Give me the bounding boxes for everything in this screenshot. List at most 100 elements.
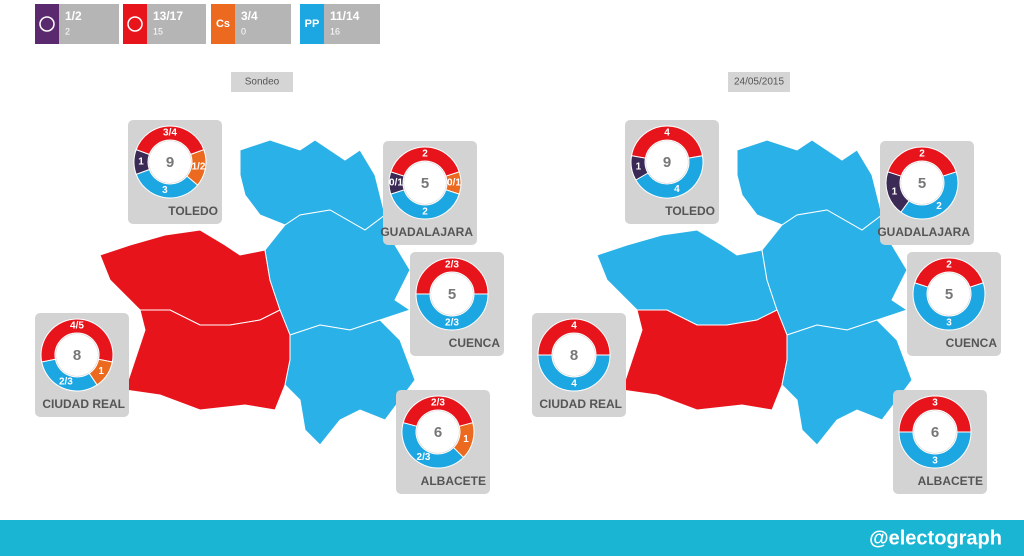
province-name: CIUDAD REAL	[42, 397, 125, 411]
segment-label: 1/2	[192, 162, 206, 173]
donut-hole	[431, 273, 473, 315]
legend-icon-text: Cs	[216, 18, 230, 30]
legend-seats: 2	[65, 26, 70, 36]
donut-segment	[898, 395, 972, 433]
donut-segment	[415, 293, 489, 331]
legend-seats: 15	[153, 26, 163, 36]
donut-hole	[901, 162, 943, 204]
legend-icon	[211, 4, 235, 44]
province-total: 9	[663, 154, 671, 171]
province-name: TOLEDO	[665, 204, 715, 218]
segment-label: 1	[892, 187, 898, 198]
segment-label: 2/3	[417, 452, 431, 463]
donut-segment	[898, 431, 972, 469]
segment-label: 4	[571, 379, 577, 390]
province-total: 5	[448, 286, 456, 303]
donut-segment	[630, 155, 649, 181]
segment-label: 2/3	[445, 318, 459, 329]
donut-segment	[912, 282, 986, 331]
panel-title-box	[728, 72, 790, 92]
legend-seats: 0	[241, 26, 246, 36]
segment-label: 3	[932, 398, 938, 409]
segment-label: 4	[571, 321, 577, 332]
donut-segment	[415, 257, 489, 295]
segment-label: 1	[98, 366, 104, 377]
legend-icon	[300, 4, 324, 44]
segment-label: 2/3	[431, 398, 445, 409]
legend-icon-text: PP	[305, 18, 320, 30]
province-name: CUENCA	[946, 336, 998, 350]
segment-label: 2/3	[59, 376, 73, 387]
donut-segment	[388, 171, 405, 195]
segment-label: 1	[463, 434, 469, 445]
segment-label: 0/1	[389, 178, 403, 189]
province-name: GUADALAJARA	[380, 225, 473, 239]
province-shape	[781, 319, 913, 446]
segment-label: 1	[636, 162, 642, 173]
donut-hole	[404, 162, 446, 204]
segment-label: 3	[162, 185, 168, 196]
legend-range: 11/14	[330, 9, 360, 23]
donut-segment	[537, 318, 611, 356]
segment-label: 2	[422, 149, 428, 160]
province-name: ALBACETE	[918, 474, 983, 488]
donut-hole	[553, 334, 595, 376]
legend-icon-circle	[127, 16, 143, 32]
segment-label: 2	[919, 149, 925, 160]
segment-label: 4/5	[70, 321, 84, 332]
footer-bar	[0, 520, 1024, 556]
map	[596, 139, 913, 446]
donut-segment	[630, 125, 704, 159]
donut-hole	[417, 411, 459, 453]
panel-title-box	[231, 72, 293, 92]
donut-hole	[56, 334, 98, 376]
province-shape	[284, 319, 416, 446]
legend-range: 1/2	[65, 9, 82, 23]
donut-segment	[40, 318, 114, 363]
province-total: 5	[918, 175, 926, 192]
donut-segment	[537, 354, 611, 392]
segment-label: 2	[936, 201, 942, 212]
province-total: 6	[931, 424, 939, 441]
province-total: 6	[434, 424, 442, 441]
footer-handle: @electograph	[869, 527, 1002, 549]
donut-hole	[914, 411, 956, 453]
province-name: CIUDAD REAL	[539, 397, 622, 411]
segment-label: 4	[664, 128, 670, 139]
province-name: CUENCA	[449, 336, 501, 350]
donut-segment	[133, 149, 150, 175]
donut-hole	[928, 273, 970, 315]
donut-segment	[41, 358, 98, 392]
province-name: ALBACETE	[421, 474, 486, 488]
segment-label: 3	[946, 318, 952, 329]
segment-label: 4	[674, 184, 680, 195]
province-total: 5	[945, 286, 953, 303]
donut-segment	[885, 171, 910, 213]
segment-label: 3	[932, 456, 938, 467]
donut-hole	[646, 141, 688, 183]
legend-icon	[123, 4, 147, 44]
province-total: 5	[421, 175, 429, 192]
segment-label: 0/1	[447, 178, 461, 189]
donut-segment	[635, 155, 704, 199]
donut-segment	[401, 422, 465, 469]
panel-title: 24/05/2015	[734, 77, 784, 88]
segment-label: 2/3	[445, 260, 459, 271]
legend-range: 3/4	[241, 9, 258, 23]
segment-label: 2	[946, 260, 952, 271]
segment-label: 3/4	[163, 128, 177, 139]
legend-range: 13/17	[153, 9, 183, 23]
donut-hole	[149, 141, 191, 183]
legend-icon-circle	[39, 16, 55, 32]
province-total: 8	[73, 347, 81, 364]
legend-seats: 16	[330, 26, 340, 36]
segment-label: 1	[138, 157, 144, 168]
province-total: 9	[166, 154, 174, 171]
legend-icon	[35, 4, 59, 44]
province-name: GUADALAJARA	[877, 225, 970, 239]
panel-title: Sondeo	[245, 77, 280, 88]
province-total: 8	[570, 347, 578, 364]
segment-label: 2	[422, 207, 428, 218]
province-name: TOLEDO	[168, 204, 218, 218]
